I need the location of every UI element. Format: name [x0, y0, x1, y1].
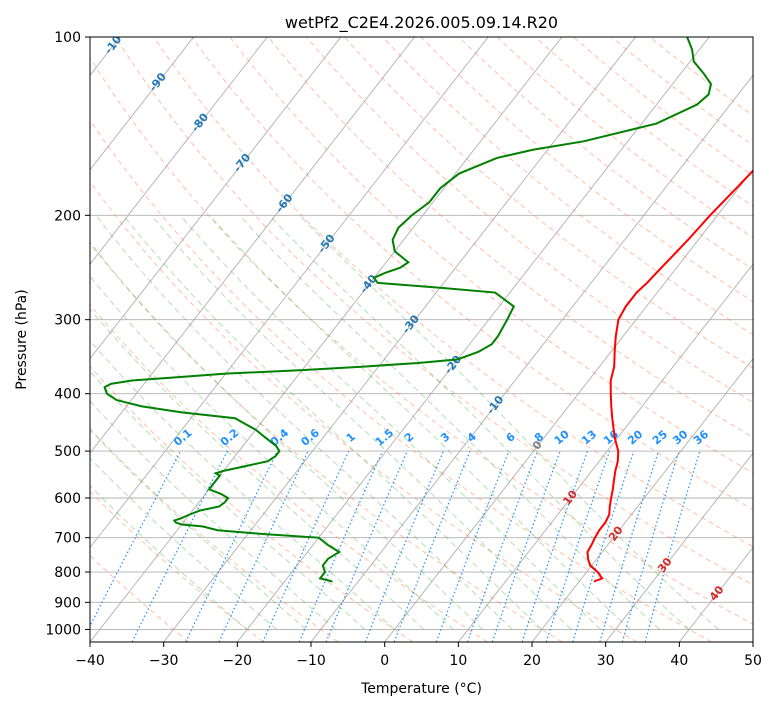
y-tick-label: 800 — [54, 565, 81, 581]
mixing-ratio-line — [599, 450, 660, 642]
moist-adiabat-line — [90, 457, 277, 630]
moist-adiabat-line — [90, 429, 307, 630]
dry-adiabat-line — [90, 427, 339, 642]
x-tick-label: −20 — [223, 653, 253, 669]
mixing-ratio-line — [572, 450, 635, 642]
isotherms-group — [90, 37, 753, 642]
y-tick-label: 700 — [54, 531, 81, 547]
isotherm-line — [384, 169, 753, 642]
isotherm-line — [236, 37, 710, 642]
y-axis-title: Pressure (hPa) — [14, 289, 30, 389]
y-tick-label: 1000 — [45, 622, 81, 638]
isotherm-line — [90, 37, 268, 265]
x-tick-label: 10 — [449, 653, 467, 669]
dry-adiabat-line — [90, 303, 488, 642]
mixing-ratio-lines-group — [90, 450, 701, 642]
moist-adiabat-line — [90, 485, 248, 630]
y-tick-label: 500 — [54, 444, 81, 460]
dry-adiabat-line — [534, 37, 753, 207]
x-tick-label: 50 — [744, 653, 762, 669]
moist-adiabat-line — [269, 214, 690, 630]
x-tick-label: 40 — [670, 653, 688, 669]
mixing-ratio-line — [298, 450, 383, 642]
x-axis-title: Temperature (°C) — [360, 681, 482, 697]
isotherm-line — [90, 37, 342, 360]
isotherm-line — [163, 37, 636, 642]
mixing-ratio-line — [491, 450, 561, 642]
isotherm-line — [90, 37, 489, 549]
moist-adiabat-line — [122, 215, 543, 630]
moist-adiabat-line — [90, 370, 366, 630]
x-tick-label: 30 — [597, 653, 615, 669]
moist-adiabat-line — [90, 308, 425, 630]
pressure-gridlines-group — [90, 37, 753, 630]
dry-adiabat-line — [90, 56, 753, 625]
x-tick-label: −40 — [75, 653, 105, 669]
dry-adiabat-line — [115, 37, 753, 586]
temperature-profile-line — [586, 169, 753, 583]
mixing-ratio-line — [621, 450, 680, 642]
isotherm-line — [531, 357, 753, 642]
moist-adiabat-line — [90, 275, 454, 630]
mixing-ratio-line — [185, 450, 278, 642]
y-tick-label: 900 — [54, 595, 81, 611]
dewpoint-profile-line — [103, 37, 713, 583]
mixing-ratio-line — [521, 450, 589, 642]
mixing-ratio-line — [466, 450, 539, 642]
moist-adiabat-line — [90, 241, 484, 630]
x-tick-label: 20 — [523, 653, 541, 669]
y-tick-label: 100 — [54, 30, 81, 46]
moist-adiabat-line — [95, 215, 513, 630]
isotherm-line — [90, 37, 194, 171]
isotherm-line — [457, 263, 753, 642]
y-tick-label: 200 — [54, 208, 81, 224]
mixing-ratio-line — [262, 450, 350, 642]
dry-adiabats-group — [90, 37, 753, 642]
moist-adiabat-line — [90, 339, 395, 630]
y-tick-label: 400 — [54, 387, 81, 403]
mixing-ratio-line — [545, 450, 611, 642]
moist-adiabats-group — [90, 214, 719, 630]
chart-title: wetPf2_C2E4.2026.005.09.14.R20 — [285, 13, 558, 33]
moist-adiabat-line — [90, 400, 336, 630]
y-tick-label: 300 — [54, 313, 81, 329]
mixing-ratio-line — [644, 450, 701, 642]
x-axis-ticks: −40 −30 −20 −10 0 10 20 30 40 50 — [75, 642, 762, 669]
dry-adiabat-line — [420, 37, 753, 303]
x-tick-label: 0 — [380, 653, 389, 669]
moist-adiabat-line — [299, 214, 719, 630]
plot-frame — [89, 36, 754, 643]
isotherm-line — [605, 452, 753, 642]
y-axis-ticks: 100 200 300 400 500 600 700 800 900 1000 — [45, 30, 90, 638]
isotherm-line — [90, 37, 563, 642]
dry-adiabat-line — [496, 37, 753, 239]
dry-adiabat-line — [153, 37, 753, 548]
mixing-ratio-line — [325, 450, 408, 642]
y-tick-label: 600 — [54, 491, 81, 507]
dry-adiabat-line — [90, 181, 638, 642]
moist-adiabat-line — [209, 215, 631, 630]
x-tick-label: −10 — [296, 653, 326, 669]
x-tick-label: −30 — [149, 653, 179, 669]
dry-adiabat-line — [90, 242, 563, 642]
mixing-ratio-line — [218, 450, 309, 642]
isotherm-line — [90, 37, 415, 454]
isotherm-line — [310, 74, 753, 642]
moist-adiabat-line — [239, 215, 660, 630]
dry-adiabat-line — [458, 37, 753, 270]
